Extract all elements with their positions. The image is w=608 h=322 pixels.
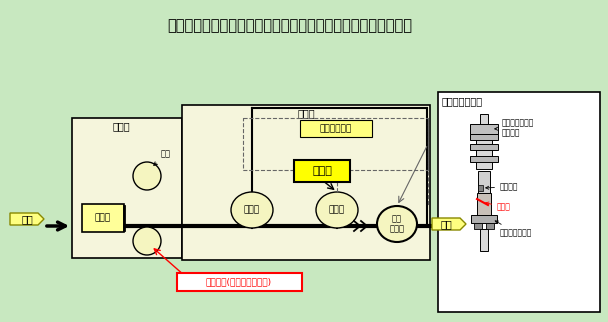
Bar [470,124,498,134]
Text: 排気: 排気 [440,219,452,229]
Text: 吸気: 吸気 [21,214,33,224]
Bar [478,171,490,193]
Text: 伊方発電所　モニタリングステーションじんあいモニタ概略図: 伊方発電所 モニタリングステーションじんあいモニタ概略図 [167,18,412,33]
Text: 圧力計: 圧力計 [329,205,345,214]
Text: 検出器: 検出器 [95,213,111,223]
Bar [476,134,492,169]
Text: ポンプ制御部: ポンプ制御部 [319,124,351,133]
Text: 圧力低: 圧力低 [312,166,332,176]
Ellipse shape [133,162,161,190]
Bar [470,156,498,162]
Bar [438,92,600,312]
Bar [182,105,430,260]
Bar [474,223,482,229]
Ellipse shape [231,192,273,228]
Text: 流量計: 流量計 [244,205,260,214]
Ellipse shape [377,206,417,242]
Bar [470,134,498,140]
Polygon shape [10,213,44,225]
Bar [480,229,488,251]
Text: ろ紙: ろ紙 [154,149,171,166]
Text: 上部ベアリング
（破損）: 上部ベアリング （破損） [495,118,534,138]
Text: 制御部: 制御部 [297,108,315,118]
Ellipse shape [316,192,358,228]
Text: キー溝部: キー溝部 [486,183,519,192]
Text: 下部ベアリング: 下部ベアリング [495,221,533,238]
Bar [82,204,124,232]
Bar [72,118,182,258]
Bar [177,273,302,291]
Text: 当該箇所(ろ紙駆動ローラ): 当該箇所(ろ紙駆動ローラ) [206,278,272,287]
Polygon shape [432,218,466,230]
Text: 集塵部: 集塵部 [112,121,130,131]
Text: 折損部: 折損部 [486,202,511,212]
FancyBboxPatch shape [300,120,371,137]
Bar [470,144,498,150]
Ellipse shape [133,227,161,255]
Bar [477,193,491,215]
Bar [243,118,428,170]
Bar [478,185,483,191]
Bar [480,114,488,124]
Bar [486,223,494,229]
FancyBboxPatch shape [294,160,350,182]
Text: ろ紙駆動ローラ: ろ紙駆動ローラ [442,96,483,106]
Bar [471,215,497,223]
Text: 吸引
ポンプ: 吸引 ポンプ [390,214,404,234]
